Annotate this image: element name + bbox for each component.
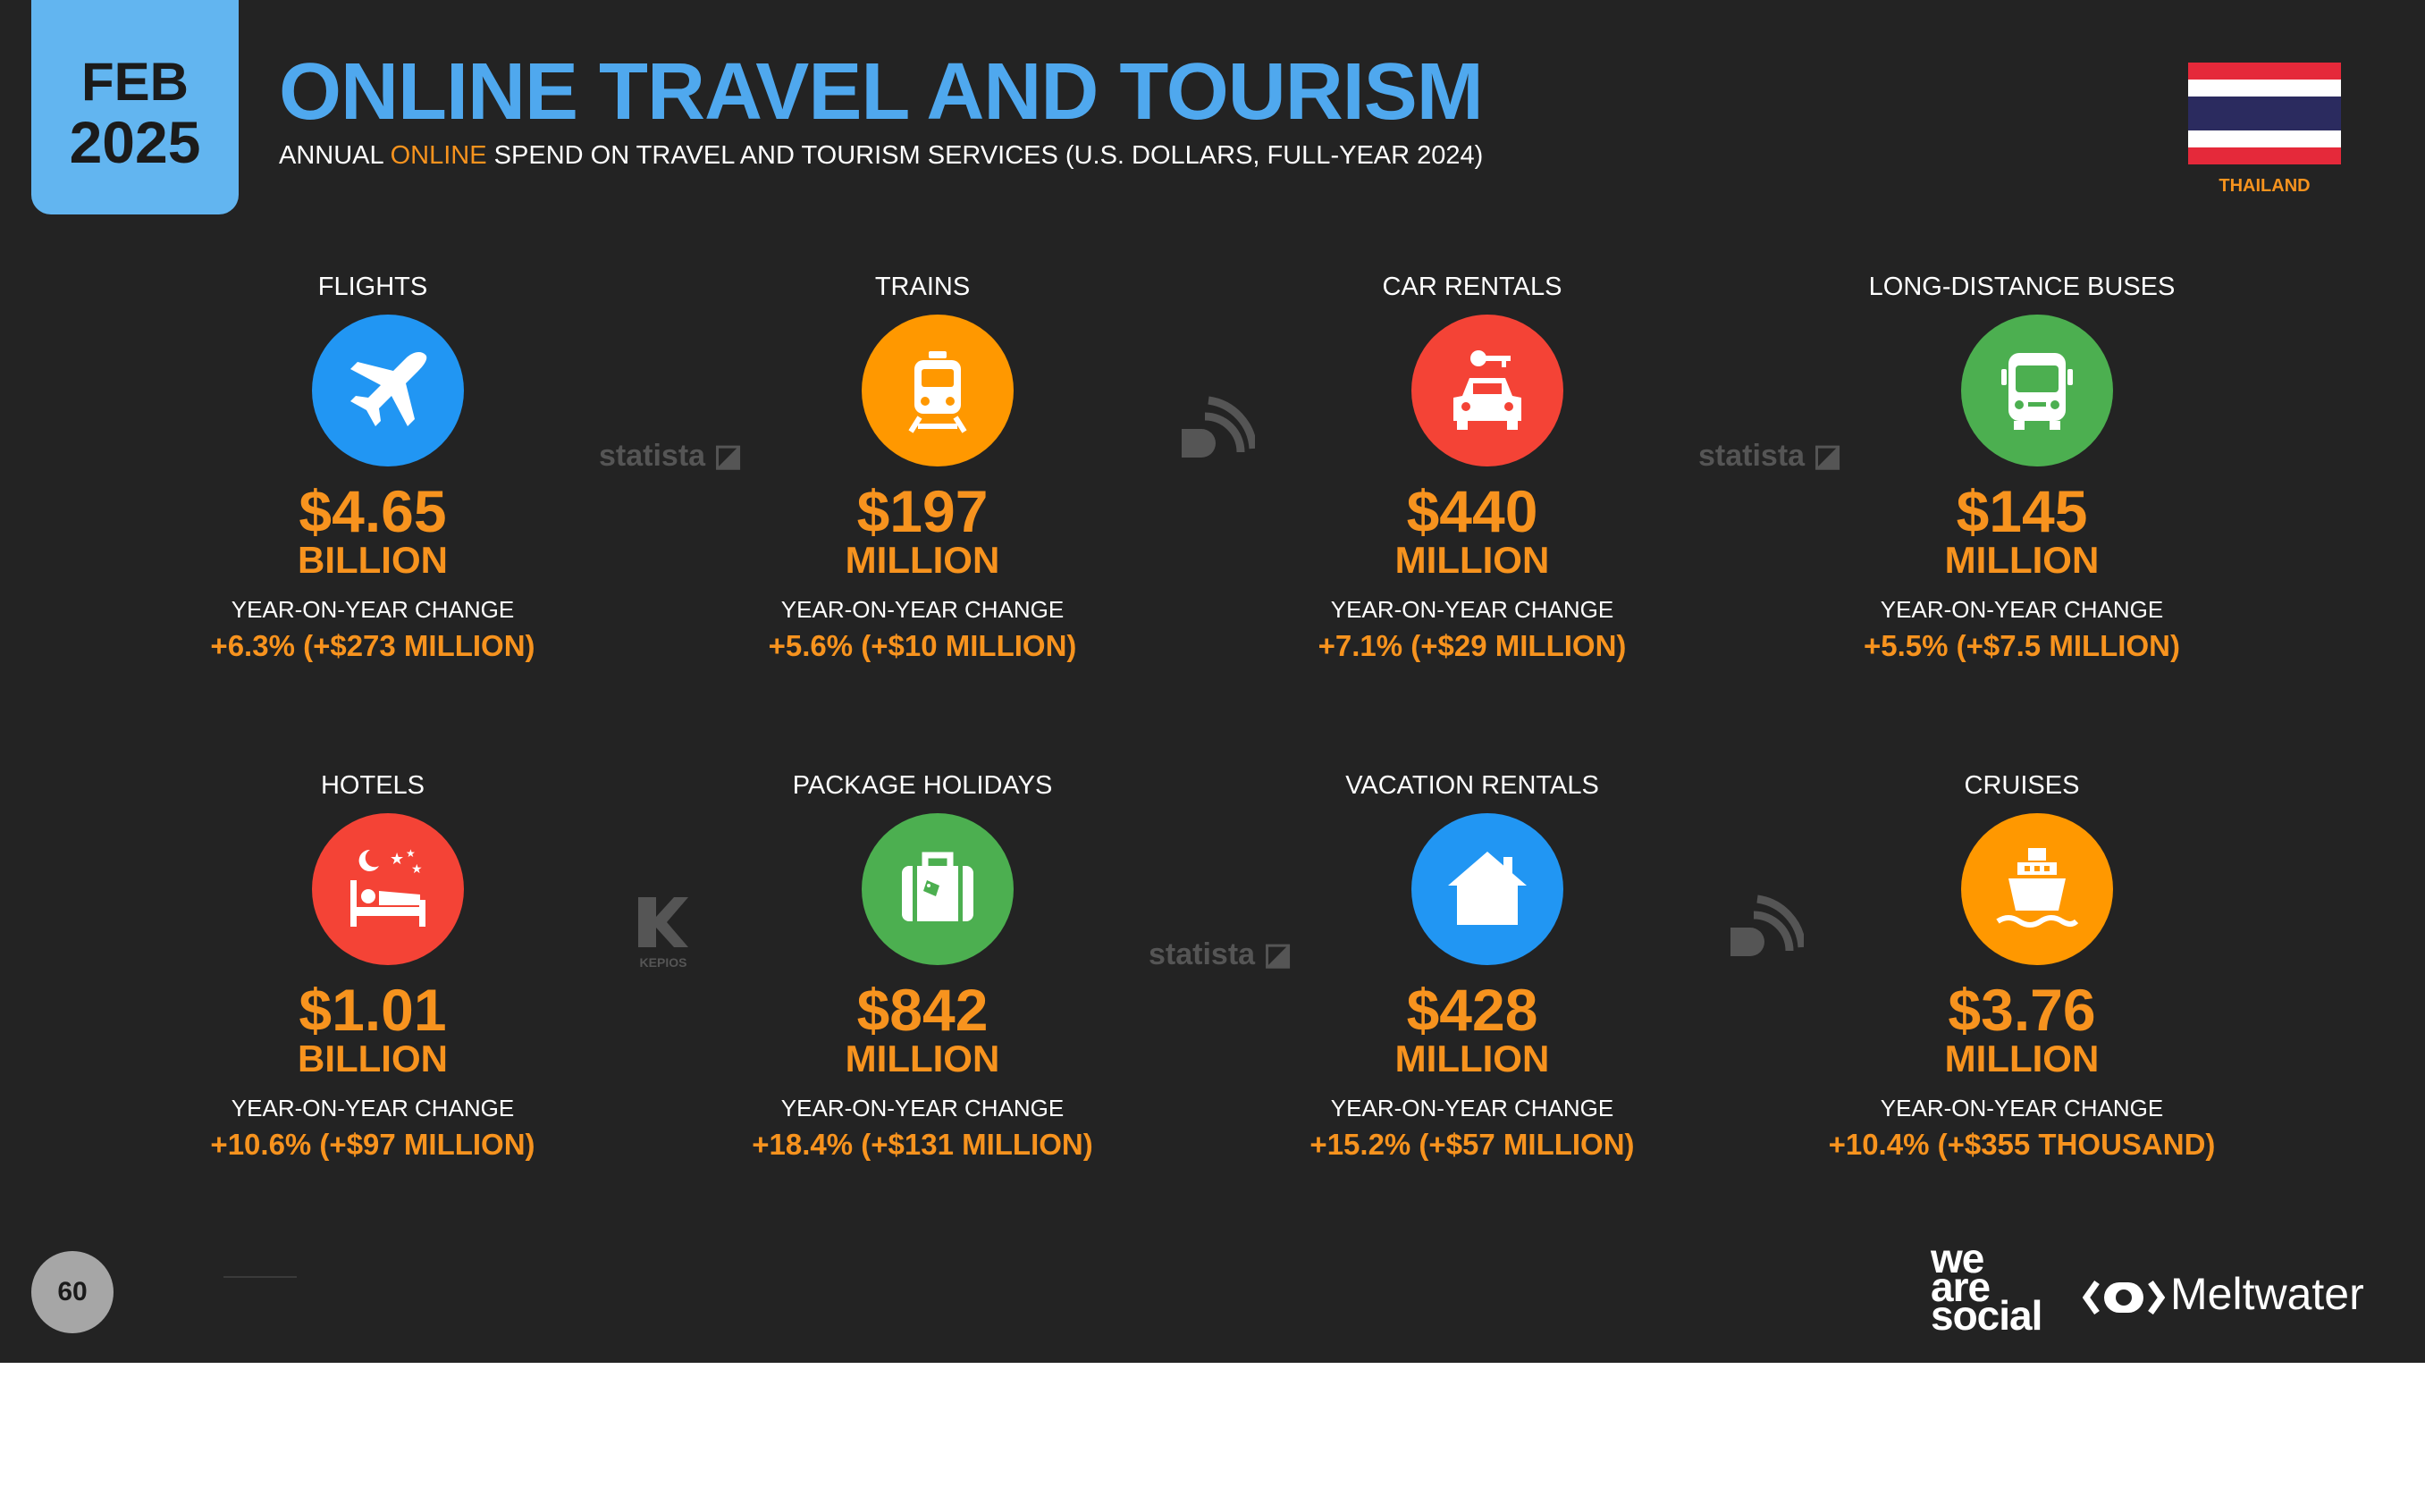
yoy-label: YEAR-ON-YEAR CHANGE (1330, 596, 1614, 623)
svg-text:★: ★ (411, 862, 423, 877)
tile-category: LONG-DISTANCE BUSES (1868, 273, 2176, 301)
yoy-label: YEAR-ON-YEAR CHANGE (1880, 596, 2164, 623)
tile-unit: MILLION (845, 539, 1000, 581)
bus-icon (1961, 315, 2113, 466)
tile-value: $197 (856, 478, 989, 544)
yoy-label: YEAR-ON-YEAR CHANGE (780, 1095, 1065, 1121)
tile-flights: FLIGHTS $4.65 BILLION YEAR-ON-YEAR CHANG… (122, 272, 623, 718)
logo-line: we (1931, 1235, 1984, 1281)
statista-icon: ◪ (713, 439, 743, 473)
yoy-label: YEAR-ON-YEAR CHANGE (1880, 1095, 2164, 1121)
we-are-social-logo: we are social (1931, 1235, 2042, 1339)
car-key-icon (1411, 315, 1563, 466)
tile-value: $4.65 (299, 478, 447, 544)
yoy-value: +18.4% (+$131 MILLION) (752, 1128, 1093, 1161)
statista-icon: ◪ (1813, 439, 1842, 473)
tile-value: $428 (1406, 977, 1538, 1043)
yoy-value: +6.3% (+$273 MILLION) (210, 629, 535, 662)
tile-package-holidays: PACKAGE HOLIDAYS $842 MILLION YEAR-ON-YE… (672, 770, 1173, 1217)
tile-long-distance-buses: LONG-DISTANCE BUSES $145 MILLION YEAR-ON… (1772, 272, 2272, 718)
kepios-label: KEPIOS (639, 955, 687, 970)
tile-category: TRAINS (874, 273, 971, 301)
tile-cruises: CRUISES $3.76 MILLION YEAR-ON-YEAR CHANG… (1772, 770, 2272, 1217)
statista-label: statista (1149, 937, 1256, 971)
tile-value: $145 (1956, 478, 2088, 544)
tile-value: $1.01 (299, 977, 447, 1043)
tile-hotels: HOTELS ★ ★ ★ $1.01 BILLION YEAR-ON-YEAR CH… (122, 770, 623, 1217)
statista-label: statista (1698, 439, 1806, 473)
train-icon (862, 315, 1014, 466)
svg-text:★: ★ (390, 850, 404, 869)
yoy-value: +5.6% (+$10 MILLION) (768, 629, 1077, 662)
house-icon (1411, 813, 1563, 965)
statista-logo: statista ◪ (1698, 438, 1842, 474)
country-label: THAILAND (2219, 176, 2311, 196)
tile-value: $3.76 (1948, 977, 2096, 1043)
kepios-icon (638, 897, 688, 947)
subtitle-highlight: ONLINE (390, 141, 487, 170)
yoy-value: +7.1% (+$29 MILLION) (1318, 629, 1627, 662)
bed-icon: ★ ★ ★ (312, 813, 464, 965)
yoy-value: +10.6% (+$97 MILLION) (210, 1128, 535, 1161)
tile-car-rentals: CAR RENTALS $440 MILLION YEAR-ON-YEAR CH… (1222, 272, 1722, 718)
subtitle-part-2: SPEND ON TRAVEL AND TOURISM SERVICES (U.… (486, 141, 1484, 170)
statista-logo: statista ◪ (599, 438, 743, 474)
yoy-label: YEAR-ON-YEAR CHANGE (231, 1095, 515, 1121)
tile-value: $842 (856, 977, 989, 1043)
date-badge: FEB 2025 (31, 0, 239, 214)
thailand-flag-icon (2188, 63, 2341, 164)
page-number: 60 (31, 1251, 114, 1333)
tile-unit: MILLION (845, 1037, 1000, 1079)
tile-category: CRUISES (1964, 771, 2080, 800)
yoy-label: YEAR-ON-YEAR CHANGE (231, 596, 515, 623)
datareportal-logo-icon (1182, 396, 1255, 458)
tile-unit: MILLION (1944, 539, 2100, 581)
statista-logo: statista ◪ (1149, 937, 1292, 972)
statista-icon: ◪ (1263, 937, 1292, 971)
ship-icon (1961, 813, 2113, 965)
yoy-label: YEAR-ON-YEAR CHANGE (780, 596, 1065, 623)
tile-category: CAR RENTALS (1382, 273, 1562, 301)
page-subtitle: ANNUAL ONLINE SPEND ON TRAVEL AND TOURIS… (279, 139, 1483, 172)
tile-category: PACKAGE HOLIDAYS (792, 771, 1053, 800)
date-year: 2025 (69, 109, 201, 175)
tile-category: HOTELS (320, 771, 425, 800)
tile-vacation-rentals: VACATION RENTALS $428 MILLION YEAR-ON-YE… (1222, 770, 1722, 1217)
page-title: ONLINE TRAVEL AND TOURISM (279, 47, 1484, 137)
tile-unit: BILLION (298, 539, 448, 581)
yoy-value: +15.2% (+$57 MILLION) (1309, 1128, 1635, 1161)
tile-unit: MILLION (1394, 539, 1550, 581)
suitcase-icon (862, 813, 1014, 965)
date-month: FEB (81, 52, 189, 112)
meltwater-label: Meltwater (2170, 1269, 2364, 1319)
tile-category: FLIGHTS (317, 273, 428, 301)
airplane-icon (312, 315, 464, 466)
meltwater-logo: Meltwater (2082, 1267, 2364, 1321)
meltwater-icon (2082, 1280, 2166, 1315)
datareportal-logo-icon (1730, 895, 1804, 956)
yoy-label: YEAR-ON-YEAR CHANGE (1330, 1095, 1614, 1121)
statista-label: statista (599, 439, 706, 473)
tile-unit: MILLION (1394, 1037, 1550, 1079)
logo-line: social (1931, 1292, 2042, 1339)
slide: FEB 2025 ONLINE TRAVEL AND TOURISM ANNUA… (0, 0, 2425, 1363)
yoy-value: +10.4% (+$355 THOUSAND) (1828, 1128, 2216, 1161)
yoy-value: +5.5% (+$7.5 MILLION) (1864, 629, 2180, 662)
subtitle-part-1: ANNUAL (279, 141, 391, 170)
tile-category: VACATION RENTALS (1345, 771, 1599, 800)
tile-value: $440 (1406, 478, 1538, 544)
tile-unit: MILLION (1944, 1037, 2100, 1079)
tile-unit: BILLION (298, 1037, 448, 1079)
divider (223, 1276, 297, 1278)
tile-trains: TRAINS $197 MILLION YEAR-ON-YEAR CHANGE … (672, 272, 1173, 718)
kepios-logo: KEPIOS (631, 894, 695, 970)
svg-text:★: ★ (406, 847, 416, 860)
logo-line: are (1931, 1264, 1991, 1310)
